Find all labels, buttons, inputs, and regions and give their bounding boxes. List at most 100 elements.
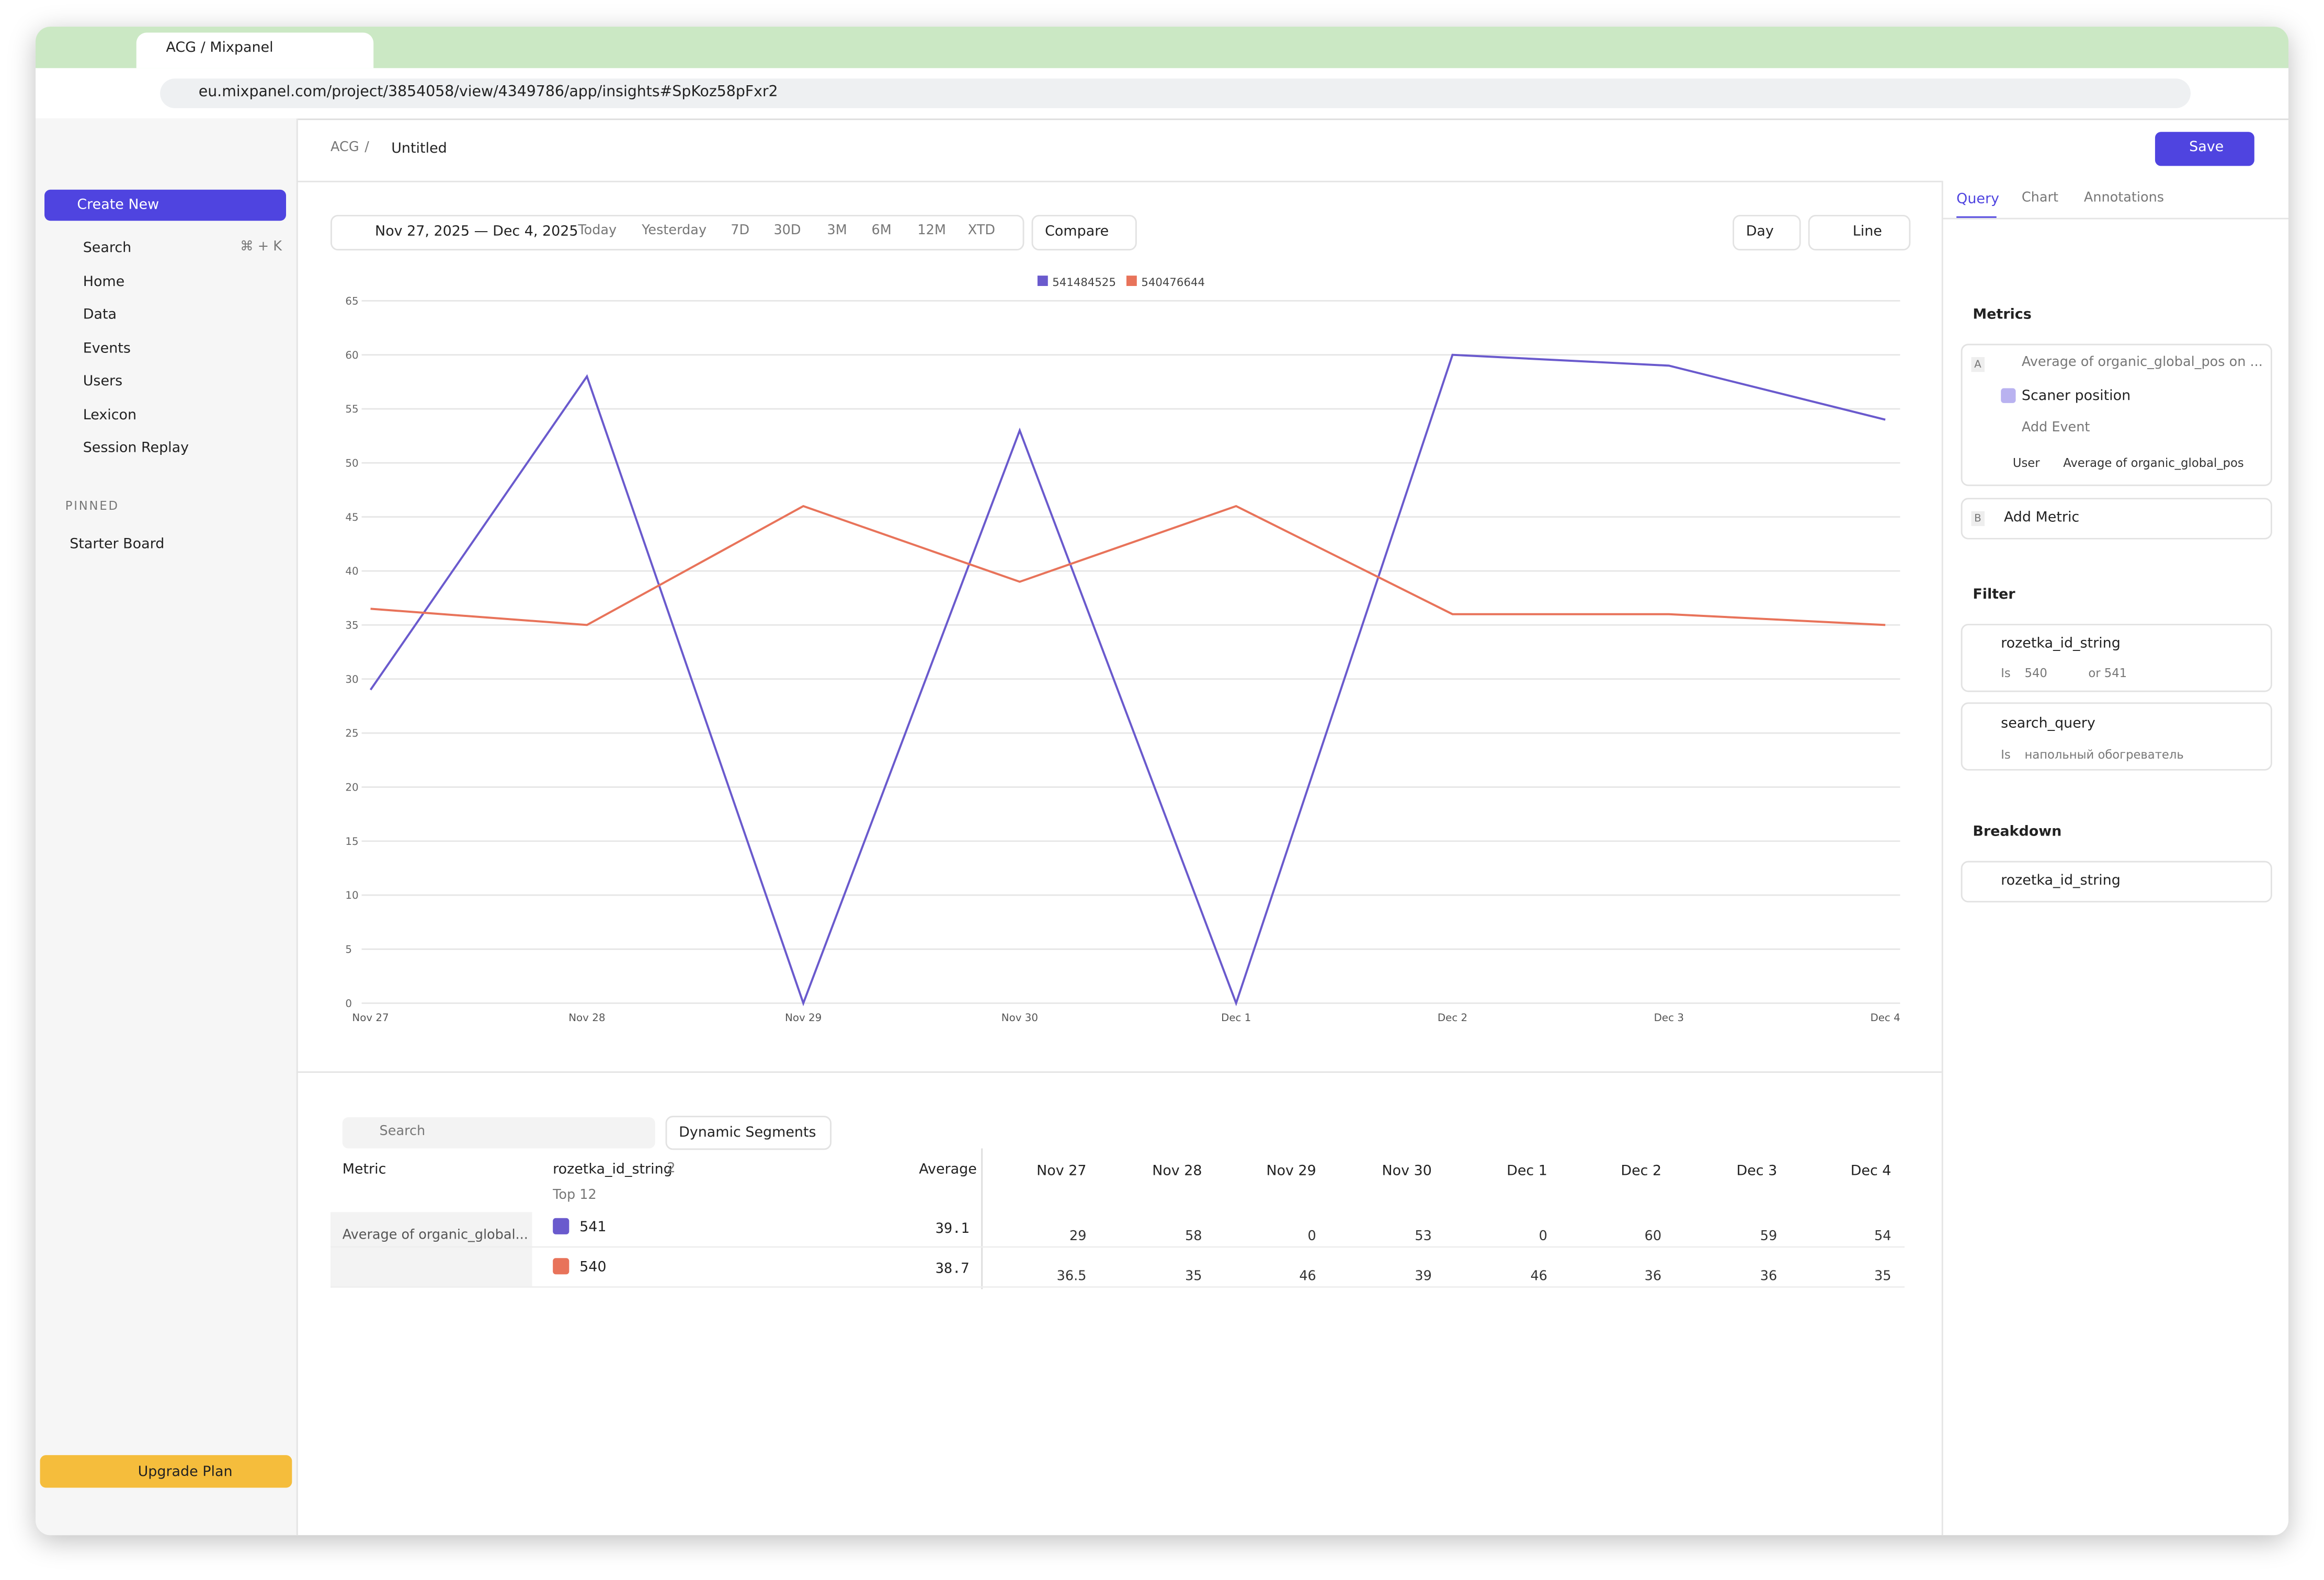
legend-swatch [1126, 276, 1137, 287]
range-option[interactable]: 6M [871, 223, 892, 239]
table-cell: 53 [1415, 1228, 1431, 1244]
metric-cell [331, 1212, 532, 1287]
tab-strip [36, 27, 2289, 68]
range-option[interactable]: Yesterday [642, 223, 707, 239]
y-tick-label: 40 [345, 565, 358, 577]
upgrade-label[interactable]: Upgrade Plan [138, 1464, 233, 1481]
col-header: Nov 27 [1036, 1163, 1086, 1179]
nav-item[interactable]: Session Replay [83, 440, 189, 456]
range-option[interactable]: XTD [967, 223, 995, 239]
y-tick-label: 10 [345, 889, 358, 901]
compare-button[interactable] [1031, 214, 1137, 250]
legend-label: 541484525 [1052, 276, 1116, 289]
breakdown-card[interactable] [1961, 861, 2272, 903]
pinned-label: PINNED [65, 499, 119, 513]
add-metric-card[interactable] [1961, 498, 2272, 540]
search-link[interactable]: Search [83, 240, 132, 257]
filter-property[interactable]: rozetka_id_string [2001, 635, 2121, 652]
metric-name[interactable]: Average of organic_global_pos on ... [2021, 356, 2263, 371]
chart-type-button[interactable] [1808, 214, 1911, 250]
url[interactable]: eu.mixpanel.com/project/3854058/view/434… [198, 84, 778, 101]
x-tick-label: Nov 27 [352, 1012, 389, 1024]
date-range[interactable]: Nov 27, 2025 — Dec 4, 2025 [375, 223, 578, 241]
segments-button[interactable] [665, 1116, 831, 1150]
col-header: Dec 4 [1851, 1163, 1892, 1179]
breakdown-property[interactable]: rozetka_id_string [2001, 873, 2121, 889]
upgrade-button[interactable] [40, 1455, 292, 1488]
event[interactable]: Scaner position [2021, 388, 2131, 405]
section-title: Filter [1973, 587, 2015, 603]
divider [296, 1071, 1942, 1073]
panel-tab[interactable]: Query [1956, 191, 1999, 208]
range-option[interactable]: 3M [827, 223, 847, 239]
range-option[interactable]: 7D [731, 223, 750, 239]
nav-item[interactable]: Home [83, 274, 125, 291]
add-event[interactable]: Add Event [2021, 420, 2090, 436]
table-cell: 39 [1415, 1268, 1431, 1284]
y-tick-label: 30 [345, 673, 358, 685]
x-tick-label: Nov 29 [785, 1012, 822, 1024]
metric-label: Average of organic_global... [342, 1228, 528, 1243]
table-cell: 0 [1539, 1228, 1547, 1244]
tab-title[interactable]: ACG / Mixpanel [166, 40, 274, 56]
col-header: Nov 28 [1152, 1163, 1202, 1179]
swatch[interactable] [553, 1258, 569, 1275]
measure[interactable]: Average of organic_global_pos [2063, 456, 2244, 470]
col-header[interactable]: rozetka_id_string [553, 1162, 673, 1178]
filter-operator: Is [2001, 667, 2011, 680]
col-header: Dec 2 [1621, 1163, 1661, 1179]
sidebar [36, 118, 298, 1536]
divider [296, 180, 1942, 182]
nav-item[interactable]: Users [83, 373, 123, 390]
x-tick-label: Dec 2 [1438, 1012, 1467, 1024]
x-tick-label: Dec 4 [1870, 1012, 1900, 1024]
average: 39.1 [935, 1221, 970, 1238]
range-option[interactable]: 12M [917, 223, 946, 239]
table-cell: 35 [1185, 1268, 1202, 1284]
filter-card[interactable] [1961, 702, 2272, 771]
table-cell: 46 [1530, 1268, 1547, 1284]
x-tick-label: Dec 1 [1221, 1012, 1251, 1024]
filter-card[interactable] [1961, 624, 2272, 692]
panel-tab[interactable]: Annotations [2083, 191, 2164, 206]
segments-label[interactable]: Dynamic Segments [679, 1125, 816, 1141]
y-tick-label: 5 [345, 943, 352, 955]
measure-scope[interactable]: User [2012, 456, 2040, 470]
nav-item[interactable]: Events [83, 340, 131, 358]
nav-item[interactable]: Data [83, 306, 117, 323]
interval-button[interactable] [1733, 214, 1801, 250]
pinned-item[interactable]: Starter Board [70, 536, 165, 553]
save-label[interactable]: Save [2189, 139, 2224, 156]
filter-property[interactable]: search_query [2001, 715, 2095, 732]
address-bar[interactable] [160, 78, 2191, 108]
range-option[interactable]: 30D [773, 223, 801, 239]
x-tick-label: Nov 30 [1001, 1012, 1038, 1024]
swatch[interactable] [553, 1218, 569, 1234]
breadcrumb[interactable]: Untitled [391, 141, 447, 157]
panel-tab[interactable]: Chart [2021, 191, 2058, 206]
breadcrumb[interactable]: ACG [331, 141, 359, 156]
add-metric[interactable]: Add Metric [2003, 509, 2080, 526]
table-cell: 36 [1645, 1268, 1661, 1284]
table-cell: 0 [1308, 1228, 1316, 1244]
table-cell: 36 [1760, 1268, 1777, 1284]
y-tick-label: 35 [345, 619, 358, 631]
range-option[interactable]: Today [578, 223, 617, 239]
save-button[interactable] [2155, 132, 2254, 166]
count: 2 [667, 1162, 676, 1177]
y-tick-label: 20 [345, 781, 358, 793]
table-search[interactable] [342, 1117, 655, 1149]
create-new-label[interactable]: Create New [77, 197, 160, 214]
shortcut: ⌘ + K [240, 240, 282, 255]
create-new-button[interactable] [44, 189, 287, 221]
interval-label[interactable]: Day [1746, 223, 1774, 241]
metric-card[interactable] [1961, 344, 2272, 486]
chart-type-label[interactable]: Line [1852, 223, 1882, 241]
table-search-placeholder[interactable]: Search [379, 1125, 426, 1140]
nav-item[interactable]: Lexicon [83, 407, 137, 424]
tab[interactable] [136, 32, 374, 68]
top-select[interactable]: Top 12 [553, 1188, 597, 1204]
section-title: Metrics [1973, 306, 2032, 323]
compare-label[interactable]: Compare [1045, 223, 1109, 241]
filter-value: or 541 [2088, 667, 2127, 680]
